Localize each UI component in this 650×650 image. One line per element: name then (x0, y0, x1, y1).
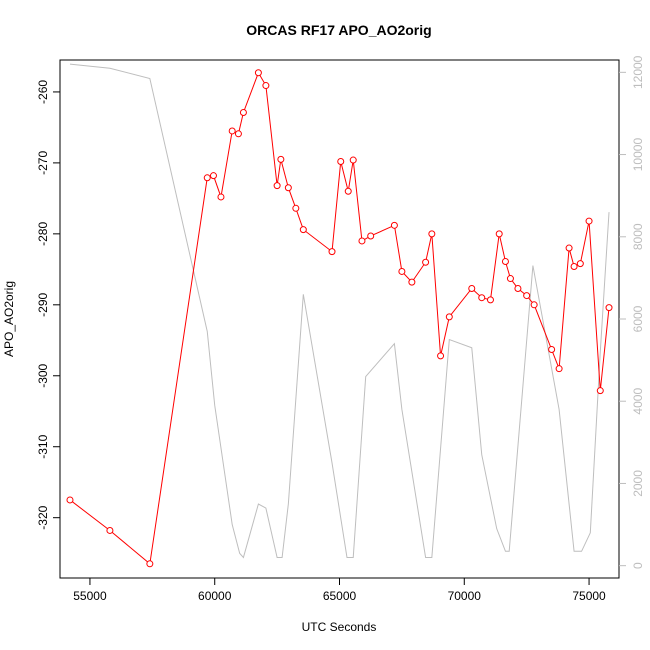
apo-point (570, 262, 578, 270)
plot-frame (59, 59, 620, 579)
apo-point (501, 258, 509, 266)
apo-point (146, 560, 154, 568)
x-tick-label: 65000 (323, 589, 357, 603)
apo-point (273, 182, 281, 190)
x-axis-label: UTC Seconds (302, 620, 377, 634)
apo-point (445, 313, 453, 321)
apo-point (486, 296, 494, 304)
y2-tick-label: 2000 (631, 470, 645, 497)
apo-point (565, 244, 573, 252)
x-tick-label: 60000 (198, 589, 232, 603)
x-tick-label: 75000 (572, 589, 606, 603)
y-tick-label: -310 (36, 434, 50, 458)
y-tick-label: -260 (36, 80, 50, 104)
y-tick-label: -300 (36, 363, 50, 387)
apo-point (337, 157, 345, 165)
apo-point (217, 193, 225, 201)
apo-point (234, 130, 242, 138)
apo-point (344, 187, 352, 195)
apo-line (69, 71, 610, 565)
y-tick-label: -280 (36, 222, 50, 246)
apo-point (284, 184, 292, 192)
y2-axis-altitude: 0 2000 4000 6000 8000 10000 12000 (619, 55, 645, 569)
apo-point (596, 387, 604, 395)
apo-point (555, 365, 563, 373)
y2-tick-label: 6000 (631, 305, 645, 332)
apo-point (408, 278, 416, 286)
apo-point (106, 526, 114, 534)
altitude-line (69, 63, 610, 559)
apo-point (277, 155, 285, 163)
y2-tick-label: 0 (631, 562, 645, 569)
y2-tick-label: 10000 (631, 138, 645, 172)
apo-point (495, 230, 503, 238)
y-tick-label: -290 (36, 292, 50, 316)
x-axis: 55000 60000 65000 70000 75000 (73, 578, 606, 603)
apo-point (367, 232, 375, 240)
apo-point (576, 260, 584, 268)
apo-point (239, 109, 247, 117)
apo-point (203, 174, 211, 182)
apo-point (523, 292, 531, 300)
apo-point (548, 346, 556, 354)
apo-point (292, 204, 300, 212)
y-axis-label: APO_AO2orig (2, 281, 16, 357)
y2-tick-label: 8000 (631, 223, 645, 250)
apo-point (468, 284, 476, 292)
altitude-series (69, 63, 610, 559)
x-tick-label: 55000 (73, 589, 107, 603)
y2-tick-label: 12000 (631, 55, 645, 89)
apo-point (66, 496, 74, 504)
y2-tick-label: 4000 (631, 388, 645, 415)
apo-point (358, 237, 366, 245)
apo-point (299, 226, 307, 234)
apo-point (514, 284, 522, 292)
apo-point (422, 258, 430, 266)
y-tick-label: -270 (36, 151, 50, 175)
apo-point (398, 267, 406, 275)
apo-point (209, 172, 217, 180)
apo-point (437, 352, 445, 360)
apo-point (328, 248, 336, 256)
apo-point (585, 217, 593, 225)
y-axis: -320 -310 -300 -290 -280 -270 -260 (36, 80, 60, 530)
chart-title: ORCAS RF17 APO_AO2orig (246, 22, 431, 38)
apo-point (506, 275, 514, 283)
apo-point (262, 82, 270, 90)
y-tick-label: -320 (36, 505, 50, 529)
apo-series (66, 69, 613, 568)
apo-point (530, 301, 538, 309)
apo-point (349, 156, 357, 164)
x-tick-label: 70000 (448, 589, 482, 603)
apo-point (478, 294, 486, 302)
apo-point (605, 304, 613, 312)
apo-point (390, 221, 398, 229)
apo-point (228, 127, 236, 135)
apo-point (428, 230, 436, 238)
apo-point (254, 69, 262, 77)
